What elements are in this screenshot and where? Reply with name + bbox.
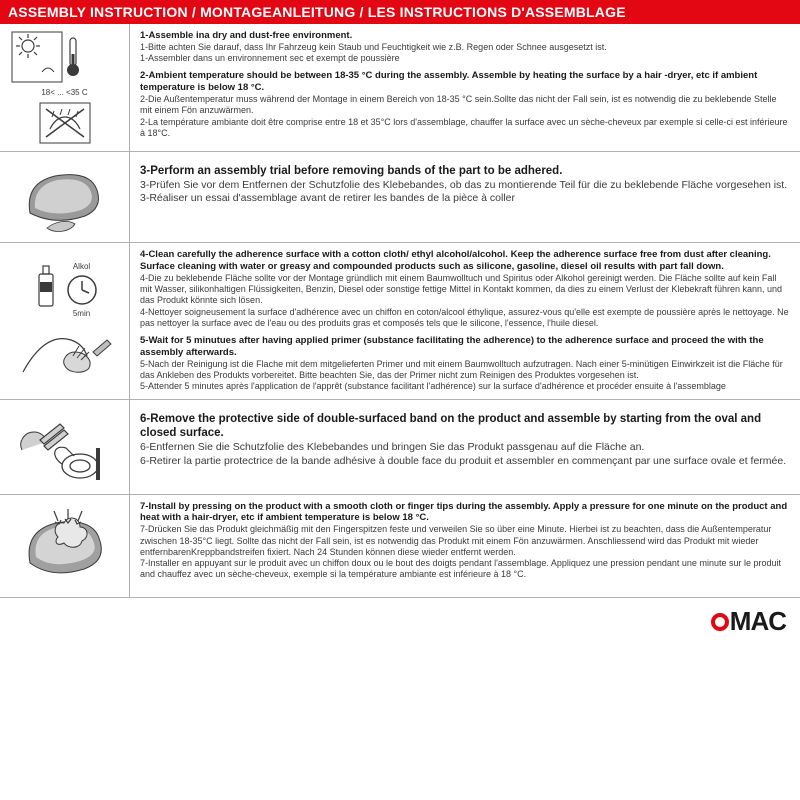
instruction-row-3: Alkol 5min 4-Clean carefully the adheren…	[0, 243, 800, 400]
instruction-row-1: 18< ... <35 C 1-Assemble ina dry and dus…	[0, 24, 800, 152]
logo-text: MAC	[730, 606, 786, 637]
text-cell-2: 3-Perform an assembly trial before remov…	[130, 152, 800, 242]
alcohol-bottle-icon	[31, 262, 61, 310]
step-3-en: 3-Perform an assembly trial before remov…	[140, 158, 790, 179]
instruction-row-2: 3-Perform an assembly trial before remov…	[0, 152, 800, 243]
step-7-de: 7-Drücken Sie das Produkt gleichmäßig mi…	[140, 524, 790, 558]
icon-cell-1: 18< ... <35 C	[0, 24, 130, 151]
icon-cell-5	[0, 495, 130, 597]
step-4-fr: 4-Nettoyer soigneusement la surface d'ad…	[140, 307, 790, 330]
step-3-de: 3-Prüfen Sie vor dem Entfernen der Schut…	[140, 179, 790, 192]
step-2-en: 2-Ambient temperature should be between …	[140, 70, 790, 94]
step-2-fr: 2-La température ambiante doit être comp…	[140, 117, 790, 140]
step-3-fr: 3-Réaliser un essai d'assemblage avant d…	[140, 192, 790, 205]
step-7-en: 7-Install by pressing on the product wit…	[140, 501, 790, 525]
instruction-row-5: 7-Install by pressing on the product wit…	[0, 495, 800, 598]
step-6-de: 6-Entfernen Sie die Schutzfolie des Kleb…	[140, 441, 790, 454]
clock-icon	[65, 273, 99, 307]
step-7-fr: 7-Installer en appuyant sur le produit a…	[140, 558, 790, 581]
step-1-en: 1-Assemble ina dry and dust-free environ…	[140, 30, 790, 42]
step-2-de: 2-Die Außentemperatur muss während der M…	[140, 94, 790, 117]
icon-cell-4	[0, 400, 130, 494]
no-water-icon	[38, 101, 92, 145]
step-4-de: 4-Die zu beklebende Fläche sollte vor de…	[140, 273, 790, 307]
footer: MAC	[0, 598, 800, 637]
mirror-trial-icon	[15, 158, 115, 236]
step-5-de: 5-Nach der Reinigung ist die Flache mit …	[140, 359, 790, 382]
time-label: 5min	[73, 309, 90, 318]
step-5-en: 5-Wait for 5 minutues after having appli…	[140, 335, 790, 359]
remove-tape-icon	[10, 406, 120, 488]
step-6-en: 6-Remove the protective side of double-s…	[140, 406, 790, 442]
cleaning-hand-icon	[15, 322, 115, 380]
text-cell-5: 7-Install by pressing on the product wit…	[130, 495, 800, 597]
brand-logo: MAC	[711, 606, 786, 637]
text-cell-4: 6-Remove the protective side of double-s…	[130, 400, 800, 494]
press-mirror-icon	[10, 501, 120, 591]
text-cell-1: 1-Assemble ina dry and dust-free environ…	[130, 24, 800, 151]
temperature-label: 18< ... <35 C	[41, 88, 87, 97]
logo-o-icon	[711, 613, 729, 631]
step-5-fr: 5-Attender 5 minutes après l'application…	[140, 381, 790, 392]
step-1-fr: 1-Assembler dans un environnement sec et…	[140, 53, 790, 64]
step-6-fr: 6-Retirer la partie protectrice de la ba…	[140, 455, 790, 468]
page-title: ASSEMBLY INSTRUCTION / MONTAGEANLEITUNG …	[0, 0, 800, 24]
step-4-en: 4-Clean carefully the adherence surface …	[140, 249, 790, 273]
text-cell-3: 4-Clean carefully the adherence surface …	[130, 243, 800, 399]
sun-thermometer-icon	[10, 30, 120, 84]
icon-cell-2	[0, 152, 130, 242]
step-1-de: 1-Bitte achten Sie darauf, dass Ihr Fahr…	[140, 42, 790, 53]
alcohol-label: Alkol	[73, 262, 90, 271]
icon-cell-3: Alkol 5min	[0, 243, 130, 399]
instruction-row-4: 6-Remove the protective side of double-s…	[0, 400, 800, 495]
